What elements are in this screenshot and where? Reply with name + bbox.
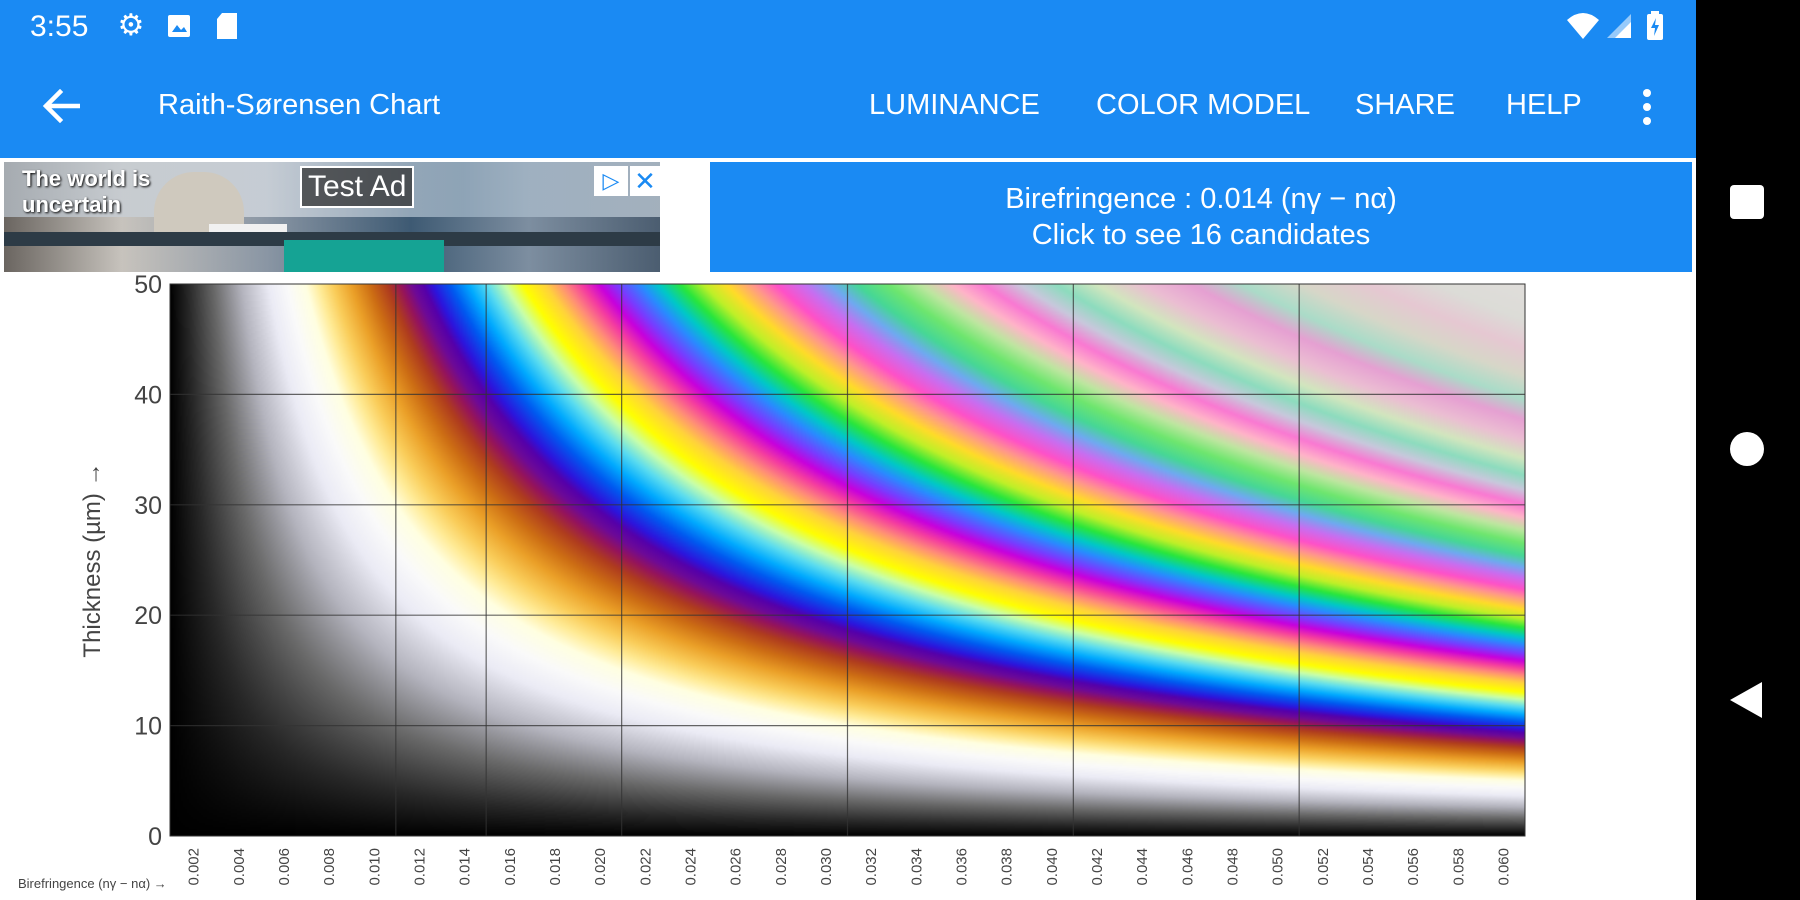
wifi-icon: [1565, 11, 1601, 41]
x-tick-label: 0.028: [773, 848, 790, 886]
x-tick-label: 0.052: [1315, 848, 1332, 886]
sd-card-icon: [212, 11, 242, 41]
birefringence-value: Birefringence : 0.014 (nγ − nα): [1005, 183, 1397, 215]
x-tick-label: 0.034: [908, 848, 925, 886]
x-tick-label: 0.038: [999, 848, 1016, 886]
x-tick-label: 0.012: [411, 848, 428, 886]
x-tick-label: 0.004: [231, 848, 248, 886]
ad-headline: The world is uncertain: [22, 166, 151, 217]
x-tick-label: 0.018: [547, 848, 564, 886]
x-tick-label: 0.032: [863, 848, 880, 886]
x-tick-label: 0.008: [321, 848, 338, 886]
share-button[interactable]: SHARE: [1355, 89, 1455, 121]
x-tick-label: 0.060: [1495, 848, 1512, 886]
back-triangle-icon[interactable]: [1730, 682, 1762, 718]
x-tick-label: 0.014: [457, 848, 474, 886]
birefringence-info-button[interactable]: Birefringence : 0.014 (nγ − nα) Click to…: [710, 162, 1692, 272]
x-tick-label: 0.040: [1044, 848, 1061, 886]
x-tick-label: 0.054: [1360, 848, 1377, 886]
x-tick-label: 0.030: [818, 848, 835, 886]
x-tick-label: 0.010: [366, 848, 383, 886]
x-tick-label: 0.026: [728, 848, 745, 886]
x-axis: 0.002 0.004 0.006 0.008 0.010 0.012 0.014 0.016…: [186, 848, 1513, 886]
overflow-menu-button[interactable]: [1630, 77, 1664, 137]
y-tick-label: 20: [134, 602, 162, 630]
color-model-button[interactable]: COLOR MODEL: [1096, 89, 1311, 121]
ad-banner[interactable]: The world is uncertain Test Ad ▷ ✕: [4, 162, 660, 272]
ad-image-bridge: [4, 232, 660, 246]
y-axis-label: Thickness (µm) →: [79, 462, 106, 657]
x-tick-label: 0.046: [1179, 848, 1196, 886]
x-tick-label: 0.022: [637, 848, 654, 886]
more-vert-icon: [1643, 89, 1651, 97]
y-tick-label: 0: [148, 823, 162, 851]
ad-label: Test Ad: [300, 166, 415, 208]
image-icon: [164, 11, 194, 41]
signal-icon: [1604, 11, 1634, 41]
plot-frame: [169, 283, 1526, 837]
luminance-button[interactable]: LUMINANCE: [869, 89, 1040, 121]
arrow-left-icon: [42, 89, 80, 123]
y-tick-label: 40: [134, 381, 162, 409]
y-axis: 0 10 20 30 40 50: [134, 272, 162, 851]
gear-icon: ⚙: [117, 9, 145, 42]
status-time: 3:55: [30, 10, 89, 43]
x-tick-label: 0.002: [186, 848, 203, 886]
recents-square-icon[interactable]: [1730, 185, 1764, 219]
y-tick-label: 50: [134, 272, 162, 299]
x-tick-label: 0.036: [953, 848, 970, 886]
ad-image-block: [284, 240, 444, 272]
x-tick-label: 0.042: [1089, 848, 1106, 886]
ad-close-icon[interactable]: ✕: [630, 166, 660, 196]
x-tick-label: 0.016: [502, 848, 519, 886]
x-tick-label: 0.006: [276, 848, 293, 886]
candidates-link: Click to see 16 candidates: [1031, 219, 1371, 251]
back-button[interactable]: [28, 77, 94, 135]
x-tick-label: 0.056: [1405, 848, 1422, 886]
y-tick-label: 10: [134, 713, 162, 741]
battery-icon: [1640, 11, 1670, 41]
help-button[interactable]: HELP: [1506, 89, 1582, 121]
adchoices-icon[interactable]: ▷: [594, 166, 628, 196]
x-tick-label: 0.020: [592, 848, 609, 886]
x-tick-label: 0.058: [1450, 848, 1467, 886]
x-tick-label: 0.048: [1224, 848, 1241, 886]
app-bar: Raith-Sørensen Chart LUMINANCE COLOR MOD…: [0, 53, 1696, 158]
home-circle-icon[interactable]: [1730, 432, 1764, 466]
app-title: Raith-Sørensen Chart: [158, 89, 441, 121]
x-axis-label: Birefringence (nγ − nα) →: [18, 876, 167, 891]
chart-grid: [170, 284, 1525, 836]
x-tick-label: 0.024: [682, 848, 699, 886]
y-tick-label: 30: [134, 492, 162, 520]
x-tick-label: 0.050: [1270, 848, 1287, 886]
x-tick-label: 0.044: [1134, 848, 1151, 886]
ad-image-dome: [154, 172, 244, 232]
status-bar: 3:55 ⚙: [0, 0, 1696, 53]
